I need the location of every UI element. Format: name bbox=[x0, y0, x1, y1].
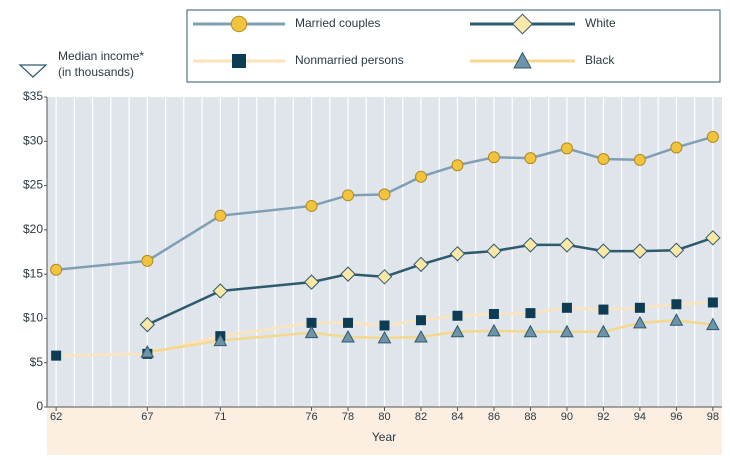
x-tick-label: 80 bbox=[378, 411, 390, 423]
marker bbox=[525, 308, 536, 319]
marker bbox=[596, 324, 611, 338]
marker bbox=[634, 302, 645, 313]
marker bbox=[451, 159, 464, 172]
y-label-icon bbox=[18, 64, 48, 78]
marker bbox=[342, 189, 355, 202]
marker bbox=[632, 243, 648, 259]
marker bbox=[376, 269, 393, 285]
marker bbox=[560, 142, 573, 155]
x-axis-band bbox=[47, 407, 722, 455]
y-tick-label: 0 bbox=[36, 399, 43, 413]
x-tick-label: 62 bbox=[50, 411, 62, 423]
marker bbox=[414, 170, 427, 183]
marker bbox=[232, 54, 246, 68]
x-tick-label: 92 bbox=[597, 411, 609, 423]
marker bbox=[633, 315, 647, 329]
marker bbox=[706, 317, 720, 331]
marker bbox=[513, 51, 532, 69]
y-tick-label: $20 bbox=[23, 222, 43, 236]
marker bbox=[139, 316, 156, 333]
x-tick-label: 86 bbox=[488, 411, 500, 423]
marker bbox=[413, 256, 429, 273]
legend-label: Married couples bbox=[295, 16, 380, 30]
marker bbox=[669, 313, 684, 326]
marker bbox=[595, 243, 612, 259]
marker bbox=[522, 237, 539, 253]
y-axis-label: (in thousands) bbox=[58, 65, 134, 79]
x-tick-label: 82 bbox=[415, 411, 427, 423]
marker bbox=[230, 15, 248, 33]
x-tick-label: 88 bbox=[524, 411, 536, 423]
marker bbox=[633, 153, 646, 166]
marker bbox=[705, 230, 721, 246]
legend-label: Black bbox=[585, 53, 615, 67]
y-tick-label: $10 bbox=[23, 311, 43, 325]
marker bbox=[452, 310, 463, 321]
marker bbox=[51, 350, 62, 361]
marker bbox=[671, 299, 682, 310]
y-tick-label: $5 bbox=[30, 355, 44, 369]
y-tick-label: $25 bbox=[23, 178, 43, 192]
x-tick-label: 71 bbox=[214, 411, 226, 423]
marker bbox=[306, 317, 317, 328]
marker bbox=[707, 297, 718, 308]
marker bbox=[378, 188, 391, 201]
x-tick-label: 67 bbox=[141, 411, 153, 423]
marker bbox=[213, 333, 228, 347]
marker bbox=[511, 13, 534, 35]
y-axis-label: Median income* bbox=[58, 49, 144, 63]
marker bbox=[214, 209, 227, 222]
marker bbox=[414, 329, 428, 343]
legend-box bbox=[186, 9, 721, 83]
marker bbox=[560, 324, 574, 338]
marker bbox=[415, 315, 426, 326]
marker bbox=[50, 263, 63, 276]
marker bbox=[523, 324, 538, 338]
series-line bbox=[147, 318, 714, 354]
marker bbox=[377, 330, 392, 344]
legend-label: Nonmarried persons bbox=[295, 53, 404, 67]
marker bbox=[597, 153, 610, 165]
marker bbox=[561, 302, 572, 313]
legend-label: White bbox=[585, 16, 616, 30]
marker bbox=[488, 309, 499, 319]
marker bbox=[305, 199, 318, 212]
marker bbox=[450, 324, 465, 338]
marker bbox=[303, 274, 320, 290]
marker bbox=[706, 130, 719, 143]
x-tick-label: 90 bbox=[561, 411, 573, 423]
marker bbox=[486, 243, 502, 259]
x-axis-label: Year bbox=[372, 430, 396, 444]
marker bbox=[559, 237, 575, 253]
marker bbox=[670, 141, 683, 154]
marker bbox=[668, 242, 685, 258]
marker bbox=[304, 325, 319, 339]
y-tick-label: $15 bbox=[23, 266, 43, 280]
marker bbox=[449, 246, 466, 262]
x-tick-label: 78 bbox=[342, 411, 354, 423]
x-tick-label: 96 bbox=[670, 411, 682, 423]
marker bbox=[598, 304, 609, 315]
marker bbox=[340, 266, 356, 282]
marker bbox=[140, 345, 155, 358]
y-tick-label: $35 bbox=[23, 89, 43, 103]
marker bbox=[379, 320, 390, 331]
y-tick-label: $30 bbox=[23, 133, 43, 147]
x-tick-label: 76 bbox=[305, 411, 317, 423]
marker bbox=[524, 152, 537, 165]
marker bbox=[141, 254, 154, 267]
marker bbox=[212, 283, 229, 299]
x-tick-label: 98 bbox=[707, 411, 719, 423]
x-tick-label: 84 bbox=[451, 411, 463, 423]
marker bbox=[341, 329, 355, 343]
marker bbox=[487, 151, 500, 164]
marker bbox=[487, 323, 501, 337]
x-tick-label: 94 bbox=[634, 411, 646, 423]
marker bbox=[343, 317, 354, 328]
